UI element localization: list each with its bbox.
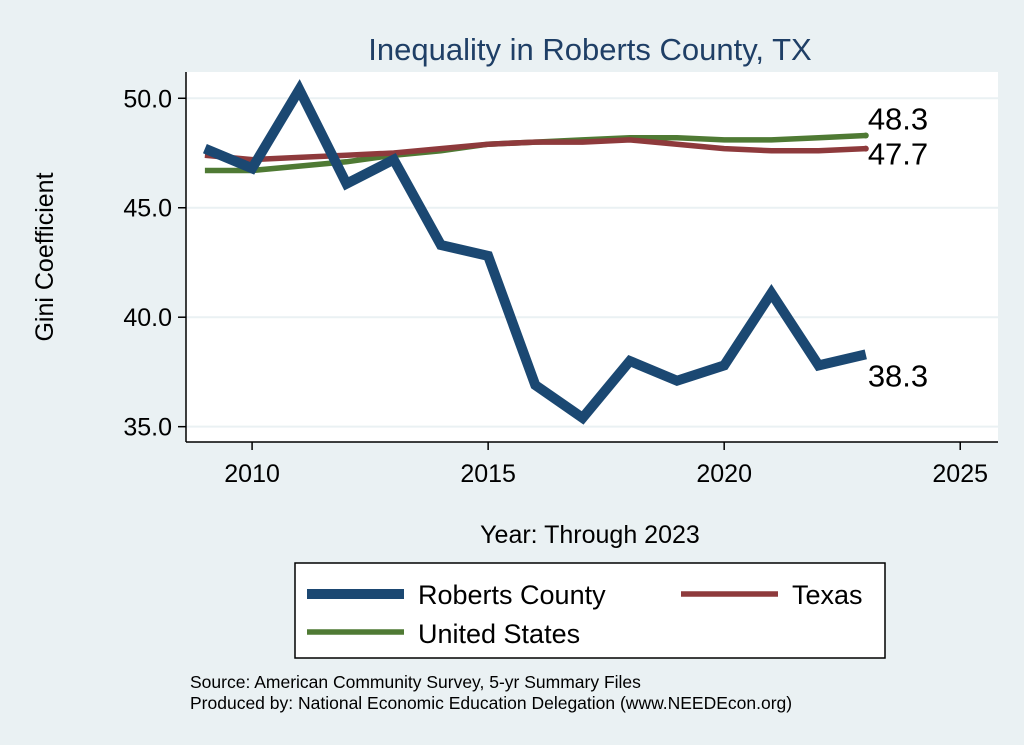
end-labels: 38.3 47.748.3	[868, 101, 928, 393]
legend: Roberts County Texas United States	[294, 562, 886, 659]
legend-box	[294, 562, 886, 659]
produced-by-line: Produced by: National Economic Education…	[190, 693, 792, 713]
x-tick-label: 2015	[460, 460, 516, 488]
chart-title: Inequality in Roberts County, TX	[368, 32, 812, 67]
end-point-marker	[862, 145, 869, 152]
x-tick-label: 2010	[224, 460, 280, 488]
y-tick-label: 45.0	[123, 195, 172, 223]
series-line-roberts-county	[202, 79, 867, 425]
series-line-texas	[204, 137, 866, 163]
legend-label-texas: Texas	[792, 580, 863, 610]
end-label-texas: 47.7	[868, 137, 928, 172]
end-label-roberts-county: 38.3	[868, 358, 928, 393]
legend-label-united-states: United States	[418, 619, 580, 649]
x-axis-title: Year: Through 2023	[480, 521, 700, 549]
gridlines	[186, 97, 998, 428]
y-axis-title: Gini Coefficient	[31, 172, 59, 341]
x-tick-label: 2025	[932, 460, 988, 488]
series-lines	[202, 79, 869, 425]
y-tick-label: 50.0	[123, 85, 172, 113]
source-line: Source: American Community Survey, 5-yr …	[190, 672, 641, 692]
y-tick-label: 35.0	[123, 414, 172, 442]
legend-label-roberts-county: Roberts County	[418, 580, 606, 610]
x-tick-label: 2020	[696, 460, 752, 488]
axes: 35.0 40.0 45.0 50.0 2010 2015 2020 2025	[123, 72, 998, 488]
y-tick-label: 40.0	[123, 304, 172, 332]
end-label-united-states: 48.3	[868, 101, 928, 136]
end-point-marker	[862, 132, 869, 139]
